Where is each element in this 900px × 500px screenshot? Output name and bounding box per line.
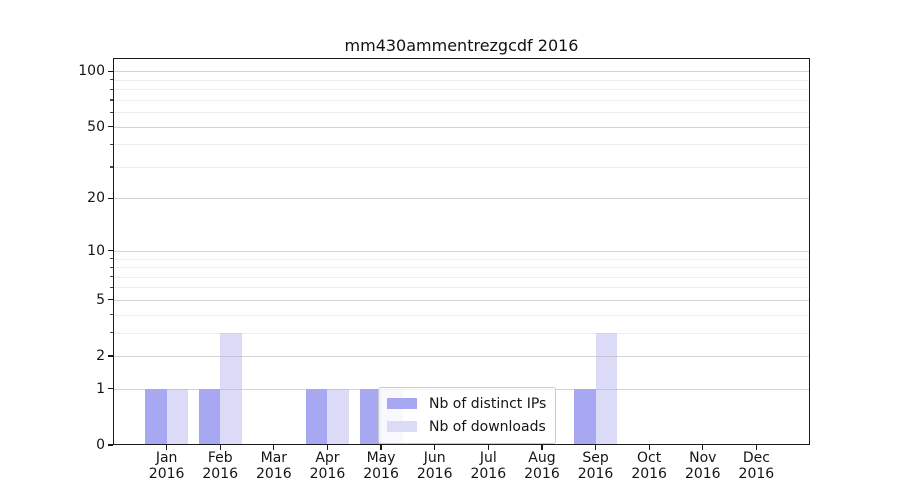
ytick-mark-20 bbox=[108, 197, 113, 200]
xtick-mark-mar-2016 bbox=[273, 445, 275, 450]
xtick-label-dec-2016: Dec 2016 bbox=[738, 450, 775, 482]
ytick-mark-minor-3 bbox=[110, 332, 113, 334]
ytick-mark-minor-90 bbox=[110, 79, 113, 81]
legend-label-distinct-ips: Nb of distinct IPs bbox=[429, 395, 547, 412]
xtick-mark-apr-2016 bbox=[326, 445, 329, 450]
legend-swatch-downloads-icon bbox=[387, 421, 417, 432]
xtick-mark-oct-2016 bbox=[648, 445, 650, 450]
bar-nb-of-downloads-jan-2016 bbox=[166, 388, 189, 445]
ytick-mark-minor-6 bbox=[110, 286, 113, 289]
xtick-label-feb-2016: Feb 2016 bbox=[202, 450, 239, 482]
ytick-mark-10 bbox=[108, 250, 113, 252]
bar-nb-of-downloads-apr-2016 bbox=[327, 388, 349, 445]
ytick-mark-1 bbox=[108, 388, 113, 390]
xtick-mark-jan-2016 bbox=[166, 445, 168, 450]
ytick-label-2: 2 bbox=[96, 348, 105, 365]
ytick-mark-0 bbox=[108, 444, 113, 446]
ytick-mark-100 bbox=[108, 70, 113, 72]
xtick-label-may-2016: May 2016 bbox=[363, 450, 399, 482]
bar-nb-of-distinct-ips-may-2016 bbox=[359, 388, 382, 445]
legend-swatch-distinct-ips-icon bbox=[387, 398, 417, 409]
ytick-label-20: 20 bbox=[87, 190, 105, 207]
ytick-mark-minor-80 bbox=[110, 88, 113, 90]
ytick-label-1: 1 bbox=[96, 380, 105, 397]
ytick-label-10: 10 bbox=[87, 242, 105, 259]
bar-nb-of-distinct-ips-feb-2016 bbox=[198, 388, 221, 445]
chart-title: mm430ammentrezgcdf 2016 bbox=[344, 36, 579, 55]
ytick-mark-minor-60 bbox=[110, 111, 113, 113]
xtick-mark-jun-2016 bbox=[434, 445, 436, 450]
bar-nb-of-downloads-feb-2016 bbox=[220, 332, 242, 445]
ytick-mark-minor-70 bbox=[110, 99, 113, 101]
ytick-mark-5 bbox=[108, 299, 113, 301]
bar-nb-of-distinct-ips-apr-2016 bbox=[306, 388, 328, 445]
xtick-label-aug-2016: Aug 2016 bbox=[524, 450, 560, 482]
ytick-mark-2 bbox=[108, 355, 113, 357]
xtick-mark-nov-2016 bbox=[702, 445, 704, 450]
bar-nb-of-distinct-ips-jan-2016 bbox=[145, 388, 167, 445]
xtick-mark-dec-2016 bbox=[755, 445, 757, 450]
xtick-mark-aug-2016 bbox=[541, 445, 543, 450]
ytick-label-5: 5 bbox=[96, 291, 105, 308]
ytick-label-0: 0 bbox=[96, 437, 105, 453]
ytick-mark-minor-40 bbox=[110, 143, 113, 145]
xtick-mark-may-2016 bbox=[380, 445, 382, 450]
ytick-label-50: 50 bbox=[87, 118, 105, 135]
xtick-label-jun-2016: Jun 2016 bbox=[416, 450, 453, 482]
legend: Nb of distinct IPs Nb of downloads bbox=[378, 387, 557, 444]
xtick-label-oct-2016: Oct 2016 bbox=[631, 450, 667, 482]
legend-label-downloads: Nb of downloads bbox=[429, 418, 546, 435]
ytick-mark-minor-8 bbox=[110, 266, 113, 268]
bar-nb-of-distinct-ips-sep-2016 bbox=[574, 388, 596, 445]
xtick-mark-jul-2016 bbox=[487, 445, 489, 450]
bar-nb-of-downloads-sep-2016 bbox=[595, 332, 617, 445]
ytick-mark-minor-30 bbox=[110, 166, 113, 168]
legend-item-downloads: Nb of downloads bbox=[387, 415, 546, 438]
ytick-label-100: 100 bbox=[78, 63, 105, 80]
xtick-label-jan-2016: Jan 2016 bbox=[148, 450, 185, 482]
xtick-mark-feb-2016 bbox=[219, 445, 221, 450]
xtick-label-jul-2016: Jul 2016 bbox=[470, 450, 507, 482]
ytick-mark-minor-7 bbox=[110, 276, 113, 278]
xtick-label-sep-2016: Sep 2016 bbox=[577, 450, 614, 482]
xtick-label-nov-2016: Nov 2016 bbox=[684, 450, 721, 482]
ytick-mark-minor-9 bbox=[110, 258, 113, 260]
ytick-mark-minor-4 bbox=[110, 314, 113, 316]
xtick-label-mar-2016: Mar 2016 bbox=[256, 450, 292, 482]
legend-item-distinct-ips: Nb of distinct IPs bbox=[387, 392, 546, 415]
ytick-mark-50 bbox=[108, 126, 113, 128]
xtick-mark-sep-2016 bbox=[594, 445, 597, 450]
xtick-label-apr-2016: Apr 2016 bbox=[309, 450, 346, 482]
